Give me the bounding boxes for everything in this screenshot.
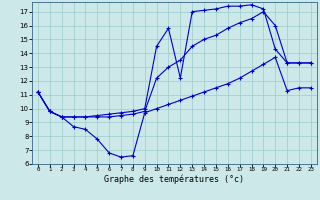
X-axis label: Graphe des températures (°c): Graphe des températures (°c): [104, 175, 244, 184]
